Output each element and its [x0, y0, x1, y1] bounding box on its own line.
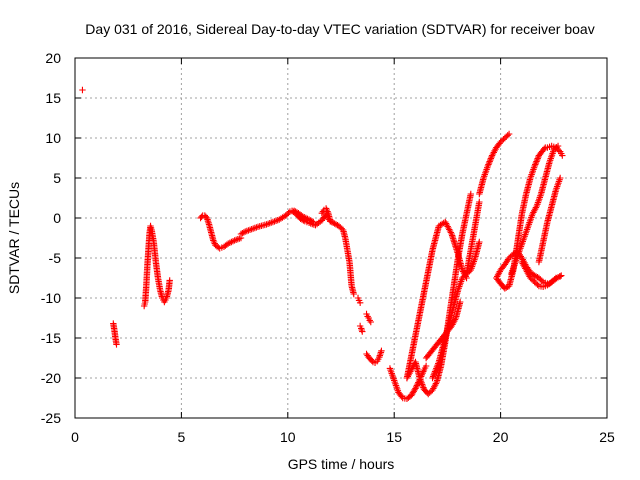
series-seg24 — [518, 258, 564, 290]
y-tick-label: -20 — [41, 370, 61, 386]
series-seg15 — [403, 190, 475, 398]
grid-lines — [75, 58, 607, 418]
data-point — [555, 147, 562, 154]
x-tick-label: 20 — [493, 429, 509, 445]
series-seg2 — [110, 320, 120, 348]
axis-ticks — [74, 57, 608, 419]
series-seg9 — [327, 218, 357, 298]
data-point — [210, 238, 218, 246]
data-point — [533, 158, 540, 165]
data-point — [533, 156, 541, 164]
data-point — [541, 145, 548, 152]
chart-title: Day 031 of 2016, Sidereal Day-to-day VTE… — [85, 21, 594, 37]
data-point — [378, 347, 385, 354]
data-point — [559, 152, 566, 159]
data-point — [411, 386, 418, 394]
data-point — [488, 153, 495, 161]
data-point — [485, 159, 493, 167]
data-point — [367, 318, 374, 326]
data-point — [422, 362, 430, 370]
series-seg16 — [403, 218, 470, 382]
data-point — [476, 198, 483, 206]
data-point — [350, 290, 357, 298]
data-point — [505, 130, 513, 138]
y-tick-label: 20 — [45, 50, 61, 66]
data-point — [487, 155, 495, 162]
data-point — [476, 238, 483, 246]
x-tick-label: 5 — [178, 429, 186, 445]
series-seg11 — [356, 322, 366, 335]
data-point — [447, 229, 455, 236]
y-tick-label: 5 — [53, 170, 61, 186]
y-tick-label: -5 — [49, 250, 62, 266]
data-point — [456, 298, 464, 306]
data-point — [467, 190, 475, 198]
data-point — [534, 281, 541, 288]
data-point — [534, 155, 541, 162]
data-point — [558, 272, 565, 279]
y-tick-label: -10 — [41, 290, 61, 306]
data-point — [412, 385, 419, 392]
series-seg1 — [79, 86, 86, 94]
data-point — [504, 132, 511, 139]
series-seg22 — [493, 144, 549, 292]
data-point — [538, 277, 545, 284]
data-point — [487, 156, 494, 164]
series-seg25 — [535, 174, 564, 266]
data-point — [285, 209, 292, 217]
data-point — [412, 383, 420, 391]
y-tick-label: 0 — [53, 210, 61, 226]
y-tick-label: -15 — [41, 330, 61, 346]
data-point — [532, 159, 540, 167]
series-seg10 — [354, 294, 364, 306]
data-point — [413, 382, 421, 389]
series-seg19 — [463, 198, 483, 278]
plot-frame — [74, 57, 608, 419]
x-tick-label: 25 — [599, 429, 615, 445]
data-point — [113, 341, 120, 348]
data-point — [240, 229, 248, 236]
y-axis-label: SDTVAR / TECUs — [6, 182, 22, 294]
data-point — [484, 162, 492, 170]
series-seg18 — [429, 238, 483, 382]
data-point — [166, 277, 173, 284]
x-tick-label: 15 — [386, 429, 402, 445]
data-point — [359, 328, 366, 335]
data-point — [485, 161, 492, 168]
data-point — [556, 174, 564, 182]
series-seg12 — [363, 310, 374, 326]
data-point — [486, 158, 493, 165]
x-tick-label: 0 — [71, 429, 79, 445]
data-point — [79, 86, 86, 94]
data-point — [532, 161, 539, 168]
data-points — [79, 86, 566, 402]
series-seg23 — [508, 142, 562, 278]
data-point — [531, 162, 538, 170]
series-seg5 — [197, 212, 245, 252]
series-seg13 — [363, 347, 385, 366]
tick-labels: 0 5 10 15 20 25 -25 -20 -15 -10 -5 0 5 10 15 20 — [41, 50, 615, 445]
data-point — [356, 299, 364, 306]
y-tick-label: 10 — [45, 130, 61, 146]
data-point — [300, 217, 307, 224]
series-seg20 — [476, 130, 513, 198]
x-tick-label: 10 — [280, 429, 296, 445]
x-axis-label: GPS time / hours — [288, 456, 395, 472]
series-seg26 — [544, 142, 566, 159]
y-tick-label: 15 — [45, 90, 61, 106]
y-tick-label: -25 — [41, 410, 61, 426]
series-seg4 — [148, 226, 173, 306]
series-seg27 — [546, 272, 565, 287]
